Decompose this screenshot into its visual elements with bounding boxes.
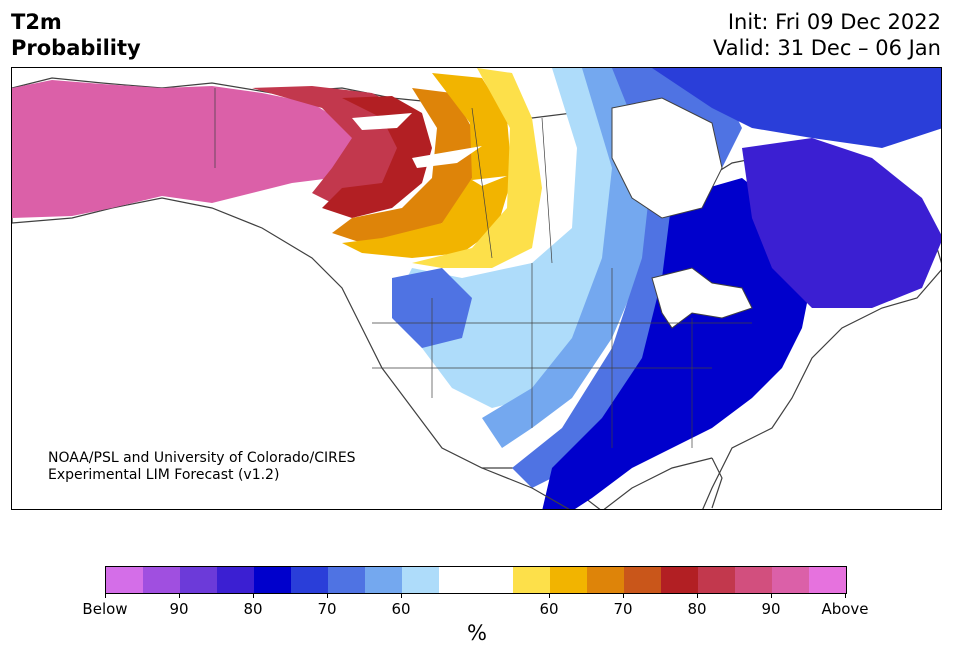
colorbar-tick-label: 80 (687, 600, 707, 618)
colorbar-tick-label: Above (821, 600, 869, 618)
colorbar-tick-mark (327, 593, 328, 598)
colorbar-tick-mark (771, 593, 772, 598)
colorbar-tick-mark (105, 593, 106, 598)
colorbar-cell (476, 567, 513, 593)
colorbar-cell (550, 567, 587, 593)
alaska-above (12, 80, 362, 218)
valid-range: Valid: 31 Dec – 06 Jan (712, 36, 941, 60)
colorbar-tick-label: 60 (539, 600, 559, 618)
colorbar-cell (809, 567, 846, 593)
colorbar-unit: % (467, 621, 487, 645)
east-deep-blue (542, 178, 812, 509)
colorbar-tick-label: 90 (761, 600, 781, 618)
colorbar-tick-mark (179, 593, 180, 598)
colorbar-cell (624, 567, 661, 593)
colorbar-cell (328, 567, 365, 593)
colorbar-tick-mark (401, 593, 402, 598)
colorbar-cell (513, 567, 550, 593)
colorbar-cell (254, 567, 291, 593)
colorbar-cell (772, 567, 809, 593)
great-lakes (651, 267, 753, 329)
colorbar-cell (735, 567, 772, 593)
colorbar-cell (402, 567, 439, 593)
colorbar-tick-label: Below (82, 600, 128, 618)
prairie-lightyellow (412, 68, 542, 268)
colorbar-tick-mark (549, 593, 550, 598)
colorbar-tick-label: 80 (243, 600, 263, 618)
colorbar-tick-mark (623, 593, 624, 598)
gulf-coast (481, 457, 723, 509)
forecast-dates: Init: Fri 09 Dec 2022 Valid: 31 Dec – 06… (713, 9, 941, 61)
colorbar-cell (291, 567, 328, 593)
map-svg (12, 68, 941, 509)
colorbar-cell (661, 567, 698, 593)
state-borders (214, 88, 752, 448)
colorbar-cell (217, 567, 254, 593)
title-line-2: Probability (11, 36, 141, 60)
prairie-yellow (342, 73, 512, 258)
colorbar-tick-label: 60 (391, 600, 411, 618)
colorbar-cell (698, 567, 735, 593)
credit-line-1: NOAA/PSL and University of Colorado/CIRE… (48, 450, 356, 466)
colorbar-tick-mark (697, 593, 698, 598)
canadian-lakes (352, 113, 507, 186)
colorbar-cell (587, 567, 624, 593)
quebec-purple (742, 138, 941, 308)
colorbar-tick-mark (253, 593, 254, 598)
map-title: T2m Probability (11, 9, 141, 61)
colorbar-tick-label: 90 (169, 600, 189, 618)
colorbar-cell (365, 567, 402, 593)
colorbar-tick-label: 70 (317, 600, 337, 618)
colorbar-cell (180, 567, 217, 593)
map-credit: NOAA/PSL and University of Colorado/CIRE… (48, 450, 356, 484)
credit-line-2: Experimental LIM Forecast (v1.2) (48, 467, 280, 483)
alberta-orange (332, 88, 472, 243)
colorbar-tick-mark (845, 593, 846, 598)
colorbar-cell (106, 567, 143, 593)
probability-map (11, 67, 942, 510)
colorbar-cell (143, 567, 180, 593)
colorbar (105, 566, 847, 594)
bc-darkred (322, 96, 432, 218)
colorbar-cell (439, 567, 476, 593)
colorbar-tick-label: 70 (613, 600, 633, 618)
arctic-blue (652, 68, 941, 148)
title-line-1: T2m (11, 10, 62, 34)
hudson-bay (611, 97, 723, 219)
init-date: Init: Fri 09 Dec 2022 (727, 10, 941, 34)
